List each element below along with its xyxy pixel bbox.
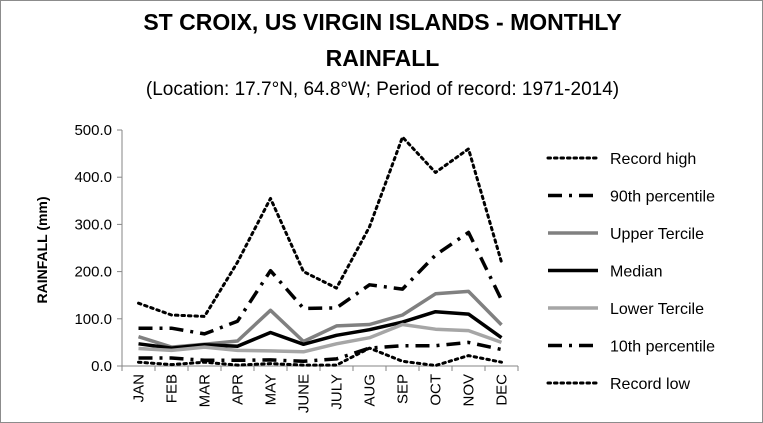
legend-label: 10th percentile [610,339,715,356]
series-line-lower-tercile [138,322,503,354]
y-tick-label: 0.0 [91,358,112,375]
y-tick-label: 100.0 [74,311,112,328]
legend-label: Record high [610,151,696,168]
y-tick-label: 400.0 [74,169,112,186]
chart-title-line2: RAINFALL [325,45,440,71]
series-line-record-high [137,135,503,318]
y-tick-label: 500.0 [74,122,112,139]
y-tick-label: 300.0 [74,216,112,233]
series-line-90th-percentile [138,230,504,336]
legend-label: Median [610,264,662,281]
x-tick-label: AUG [362,374,379,407]
x-tick-label: JULY [329,374,346,410]
legend-label: Upper Tercile [610,226,704,243]
chart-title-line1: ST CROIX, US VIRGIN ISLANDS - MONTHLY [143,9,622,35]
x-tick-label: JUNE [296,374,313,413]
series-line-median [138,309,503,350]
legend-label: Lower Tercile [610,301,704,318]
y-axis-title: RAINFALL (mm) [34,196,50,303]
series-line-record-low [137,346,503,367]
x-tick-label: OCT [428,374,445,406]
legend-label: Record low [610,376,690,393]
chart-subtitle: (Location: 17.7°N, 64.8°W; Period of rec… [145,79,620,100]
legend-label: 90th percentile [610,189,715,206]
x-tick-label: MAY [263,374,280,405]
x-tick-label: DEC [494,374,511,406]
x-tick-label: NOV [461,374,478,407]
y-tick-label: 200.0 [74,264,112,281]
x-tick-label: APR [230,374,247,405]
x-tick-label: SEP [395,374,412,404]
x-tick-label: MAR [197,374,214,408]
x-tick-label: FEB [164,374,181,403]
x-tick-label: JAN [131,374,148,402]
